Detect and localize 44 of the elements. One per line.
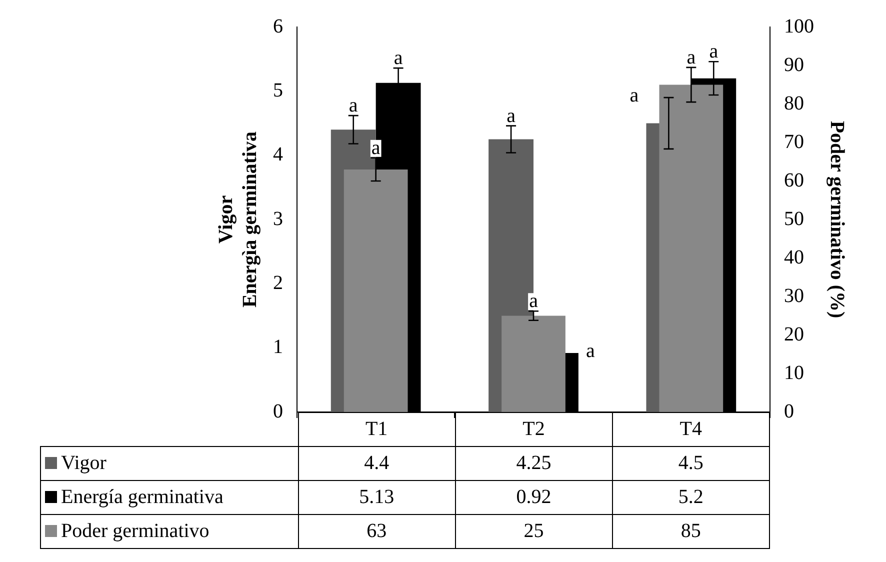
annotation: a xyxy=(348,94,358,117)
y2-tick-label: 70 xyxy=(784,130,804,153)
y-tick-label: 0 xyxy=(273,400,283,422)
data-label: 0.92 xyxy=(455,480,612,514)
y2-axis-title: Poder germinativo (%) xyxy=(826,120,848,318)
annotation: a xyxy=(709,40,718,63)
legend-label: Vigor xyxy=(40,446,298,480)
y-tick-label: 5 xyxy=(273,79,283,102)
data-label: 5.13 xyxy=(298,480,456,514)
annotation: a xyxy=(630,84,639,107)
data-label: 63 xyxy=(298,514,456,548)
x-tick-label: T2 xyxy=(455,412,612,446)
y2-tick-label: 80 xyxy=(784,92,804,114)
y-tick-label: 2 xyxy=(273,272,283,294)
data-label: 25 xyxy=(455,514,612,548)
y-tick-label: 6 xyxy=(273,15,283,38)
x-tick-label: T1 xyxy=(298,412,456,446)
data-label: 5.2 xyxy=(612,480,770,514)
data-label: 4.5 xyxy=(612,446,770,480)
annotation: a xyxy=(394,47,403,70)
y2-tick-label: 50 xyxy=(784,208,804,230)
data-label: 4.4 xyxy=(298,446,456,480)
annotation: a xyxy=(686,46,696,68)
y2-tick-label: 20 xyxy=(784,323,804,346)
y2-tick-label: 10 xyxy=(784,362,804,384)
annotation: a xyxy=(371,136,380,159)
y2-tick-label: 30 xyxy=(784,284,804,307)
annotation: a xyxy=(529,290,538,312)
data-label: 85 xyxy=(612,514,770,548)
x-tick-label: T4 xyxy=(612,412,770,446)
y2-tick-label: 40 xyxy=(784,246,804,268)
y-axis-title: Vigor Energìa germinativa xyxy=(215,131,262,308)
y2-tick-label: 90 xyxy=(784,54,804,76)
y-tick-label: 3 xyxy=(273,208,283,230)
annotation: a xyxy=(506,104,516,127)
y-tick-label: 1 xyxy=(273,336,283,358)
y2-tick-label: 0 xyxy=(784,400,794,422)
y2-tick-label: 100 xyxy=(784,15,814,38)
legend-label: Poder germinativo xyxy=(40,514,298,548)
y-tick-label: 4 xyxy=(273,144,283,166)
legend-label: Energía germinativa xyxy=(40,480,298,514)
y2-tick-label: 60 xyxy=(784,169,804,192)
data-label: 4.25 xyxy=(455,446,612,480)
annotation: a xyxy=(586,340,595,362)
